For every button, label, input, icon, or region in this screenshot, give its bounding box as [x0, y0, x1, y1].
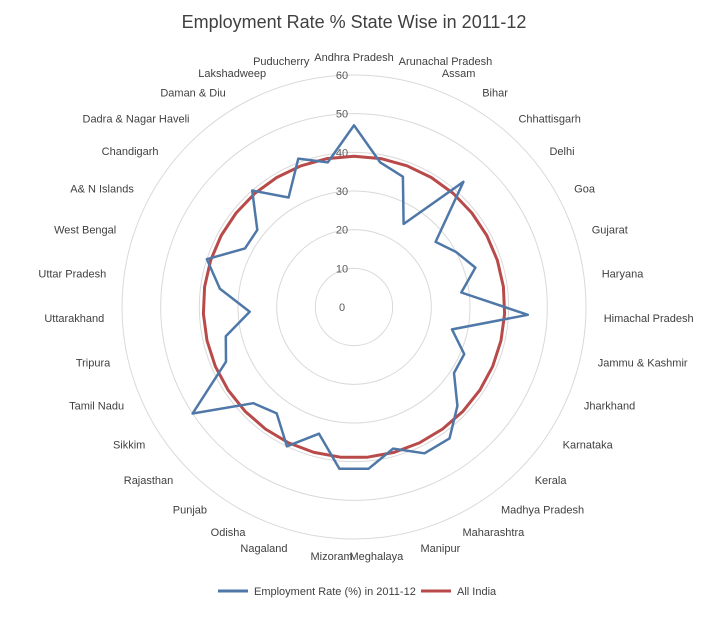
- grid-circle: [121, 74, 587, 540]
- category-label: Daman & Diu: [160, 87, 225, 99]
- category-label: Himachal Pradesh: [604, 313, 694, 325]
- category-label: Kerala: [535, 475, 568, 487]
- category-label: Delhi: [549, 146, 574, 158]
- radial-tick-label: 30: [336, 186, 348, 198]
- category-label: Assam: [442, 68, 476, 80]
- grid-circle: [237, 190, 471, 424]
- category-label: Bihar: [482, 87, 508, 99]
- category-label: Rajasthan: [124, 475, 174, 487]
- grid-circle: [198, 151, 510, 463]
- radar-grid: [121, 74, 587, 540]
- category-label: Nagaland: [240, 543, 287, 555]
- category-label: Punjab: [173, 504, 207, 516]
- legend-label: Employment Rate (%) in 2011-12: [254, 586, 416, 598]
- legend: Employment Rate (%) in 2011-12 All India: [218, 586, 497, 598]
- series-lines: [191, 124, 530, 470]
- category-label: Madhya Pradesh: [501, 504, 584, 516]
- category-label: Uttar Pradesh: [38, 268, 106, 280]
- category-label: Jharkhand: [584, 400, 635, 412]
- category-label: Dadra & Nagar Haveli: [83, 114, 190, 126]
- category-label: Sikkim: [113, 440, 145, 452]
- legend-label: All India: [457, 586, 497, 598]
- category-label: Puducherry: [253, 56, 310, 68]
- radial-tick-label: 10: [336, 263, 348, 275]
- category-label: Mizoram: [311, 551, 353, 563]
- category-label: Tripura: [76, 358, 111, 370]
- category-label: Karnataka: [563, 440, 614, 452]
- grid-circle: [314, 267, 394, 347]
- category-label: Haryana: [602, 268, 644, 280]
- category-label: Meghalaya: [349, 551, 404, 563]
- category-label: Lakshadweep: [198, 68, 266, 80]
- series-line-employment-rate: [191, 124, 530, 470]
- category-label: Odisha: [211, 527, 247, 539]
- radial-tick-label: 20: [336, 225, 348, 237]
- category-label: Tamil Nadu: [69, 400, 124, 412]
- category-label: Jammu & Kashmir: [598, 358, 688, 370]
- category-label: Andhra Pradesh: [314, 52, 394, 64]
- radial-tick-label: 0: [339, 302, 345, 314]
- category-label: Chandigarh: [102, 146, 159, 158]
- radial-tick-label: 60: [336, 70, 348, 82]
- grid-circle: [160, 113, 548, 501]
- series-line-all-india: [201, 154, 507, 459]
- category-label: Arunachal Pradesh: [399, 56, 493, 68]
- category-label: Chhattisgarh: [518, 114, 580, 126]
- category-label: Gujarat: [592, 225, 628, 237]
- category-label: A& N Islands: [70, 184, 134, 196]
- category-label: Maharashtra: [462, 527, 525, 539]
- chart-title: Employment Rate % State Wise in 2011-12: [182, 12, 527, 32]
- category-label: Manipur: [421, 543, 461, 555]
- category-label: Goa: [574, 184, 596, 196]
- category-label: West Bengal: [54, 225, 116, 237]
- category-label: Uttarakhand: [44, 313, 104, 325]
- grid-circle: [276, 229, 432, 385]
- radial-tick-label: 50: [336, 109, 348, 121]
